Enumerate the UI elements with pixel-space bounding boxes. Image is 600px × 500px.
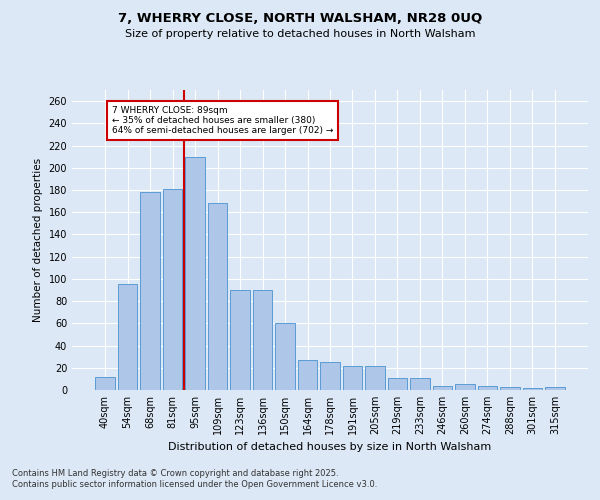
- Text: 7 WHERRY CLOSE: 89sqm
← 35% of detached houses are smaller (380)
64% of semi-det: 7 WHERRY CLOSE: 89sqm ← 35% of detached …: [112, 106, 333, 136]
- Bar: [523, 388, 542, 390]
- Text: Distribution of detached houses by size in North Walsham: Distribution of detached houses by size …: [169, 442, 491, 452]
- Text: Size of property relative to detached houses in North Walsham: Size of property relative to detached ho…: [125, 29, 475, 39]
- Bar: [230, 290, 250, 390]
- Bar: [478, 386, 497, 390]
- Text: 7, WHERRY CLOSE, NORTH WALSHAM, NR28 0UQ: 7, WHERRY CLOSE, NORTH WALSHAM, NR28 0UQ: [118, 12, 482, 26]
- Bar: [433, 386, 452, 390]
- Bar: [320, 362, 340, 390]
- Bar: [545, 386, 565, 390]
- Bar: [365, 366, 385, 390]
- Bar: [163, 189, 182, 390]
- Bar: [140, 192, 160, 390]
- Bar: [343, 366, 362, 390]
- Bar: [95, 376, 115, 390]
- Bar: [410, 378, 430, 390]
- Bar: [208, 204, 227, 390]
- Bar: [275, 324, 295, 390]
- Text: Contains public sector information licensed under the Open Government Licence v3: Contains public sector information licen…: [12, 480, 377, 489]
- Bar: [118, 284, 137, 390]
- Bar: [500, 386, 520, 390]
- Bar: [455, 384, 475, 390]
- Bar: [253, 290, 272, 390]
- Bar: [388, 378, 407, 390]
- Y-axis label: Number of detached properties: Number of detached properties: [33, 158, 43, 322]
- Bar: [298, 360, 317, 390]
- Bar: [185, 156, 205, 390]
- Text: Contains HM Land Registry data © Crown copyright and database right 2025.: Contains HM Land Registry data © Crown c…: [12, 468, 338, 477]
